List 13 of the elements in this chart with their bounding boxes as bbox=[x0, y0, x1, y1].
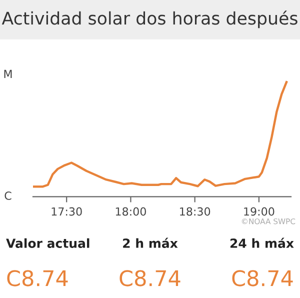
x-tick-label: 19:00 bbox=[244, 207, 274, 216]
x-tick-label: 18:00 bbox=[116, 207, 146, 216]
x-tick-label: 17:30 bbox=[52, 207, 82, 216]
text: C bbox=[4, 192, 12, 200]
chart-title: Actividad solar dos horas después bbox=[2, 10, 298, 28]
text: C8.74 bbox=[232, 270, 293, 286]
text: 2 h máx bbox=[123, 238, 178, 248]
text: Valor actual bbox=[6, 238, 90, 248]
text: M bbox=[4, 70, 12, 78]
x-tick-label: 18:30 bbox=[180, 207, 210, 216]
text: 24 h máx bbox=[230, 238, 294, 248]
text: C8.74 bbox=[7, 270, 68, 286]
text: C8.74 bbox=[120, 270, 180, 286]
